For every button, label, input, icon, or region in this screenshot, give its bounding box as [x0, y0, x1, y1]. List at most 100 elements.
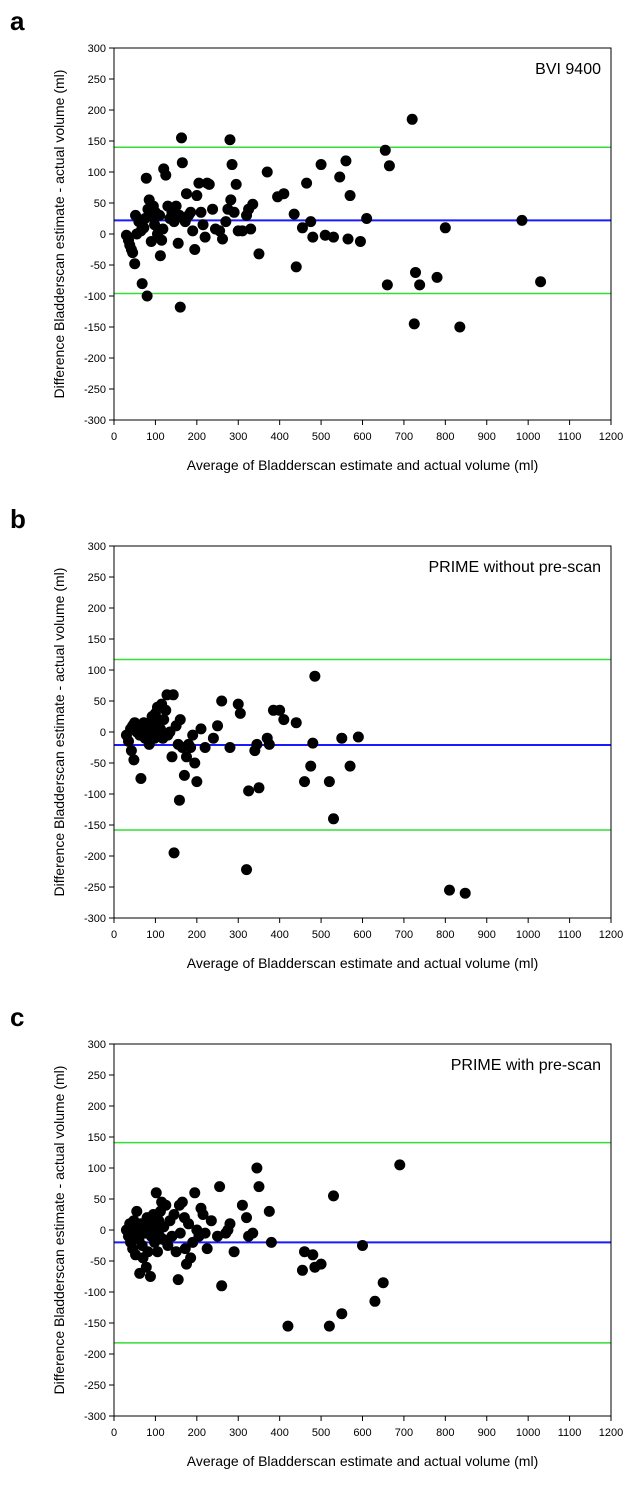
y-tick-label: -250 [84, 1380, 106, 1392]
data-point [195, 206, 207, 218]
data-point [199, 1227, 211, 1239]
data-point [263, 738, 275, 750]
data-point [224, 1218, 236, 1230]
x-tick-label: 0 [111, 431, 117, 443]
data-point [199, 231, 211, 243]
data-point [307, 1249, 319, 1261]
data-point [342, 233, 354, 245]
data-point [241, 1212, 253, 1224]
data-point [307, 231, 319, 243]
x-axis-label: Average of Bladderscan estimate and actu… [187, 457, 538, 473]
x-tick-label: 200 [188, 929, 206, 941]
data-point [217, 233, 229, 245]
data-point [228, 1246, 240, 1258]
x-axis-label: Average of Bladderscan estimate and actu… [187, 955, 538, 971]
data-point [383, 160, 395, 172]
panel-b: b 300 250 200 150 100 50 0 -50 -100 -150 -200 -250 -3… [0, 498, 629, 996]
data-point [224, 134, 236, 146]
data-point [135, 773, 147, 784]
data-point [241, 864, 253, 876]
data-point [299, 1246, 311, 1258]
data-point [516, 214, 528, 226]
y-tick-label: 250 [88, 1070, 106, 1082]
data-point [172, 237, 184, 249]
data-point [319, 229, 331, 241]
x-tick-label: 500 [312, 431, 330, 443]
y-tick-label: -250 [84, 384, 106, 396]
chart-svg: c300250200150100500-50-100-150-200-250-3… [10, 1002, 623, 1469]
x-tick-label: 800 [436, 431, 454, 443]
x-tick-label: 1000 [516, 929, 540, 941]
x-tick-label: 600 [353, 929, 371, 941]
data-point [379, 144, 391, 156]
panel-label: b [10, 504, 26, 534]
y-tick-label: 300 [88, 541, 106, 553]
x-axis-label: Average of Bladderscan estimate and actu… [187, 1453, 538, 1469]
x-tick-label: 1000 [516, 431, 540, 443]
data-point [160, 704, 172, 716]
data-point [381, 279, 393, 291]
data-point [197, 219, 209, 231]
y-tick-label: -300 [84, 1411, 106, 1423]
data-point [224, 742, 236, 753]
y-tick-label: 250 [88, 74, 106, 86]
data-point [408, 318, 420, 330]
y-tick-label: 50 [94, 198, 106, 210]
data-point [199, 742, 211, 753]
data-point [228, 206, 240, 218]
data-point [172, 1274, 184, 1286]
data-point [247, 1227, 259, 1239]
data-point [129, 258, 141, 270]
x-tick-label: 800 [436, 1427, 454, 1439]
plot-frame [113, 1043, 612, 1417]
data-point [160, 1199, 172, 1211]
data-point [144, 1271, 156, 1282]
chart-svg: a300250200150100500-50-100-150-200-250-3… [10, 6, 623, 473]
data-point [263, 1205, 275, 1217]
data-point [216, 695, 228, 707]
y-tick-label: 150 [88, 1132, 106, 1144]
data-point [142, 1246, 154, 1258]
data-point [125, 745, 137, 757]
data-point [220, 216, 232, 228]
data-point [157, 223, 169, 235]
data-point [328, 813, 340, 825]
panel-a: a 300 250 200 150 100 50 0 -50 -100 -150 -200 -250 -3… [0, 0, 629, 498]
data-point [301, 177, 313, 189]
data-point [185, 206, 197, 218]
data-point [414, 279, 426, 291]
y-axis-label: Difference Bladderscan estimate - actual… [51, 70, 67, 399]
data-point [216, 1280, 228, 1292]
x-tick-label: 1100 [558, 431, 582, 443]
data-point [278, 188, 290, 200]
data-point [205, 1215, 217, 1227]
data-point [439, 222, 451, 234]
data-point [230, 178, 242, 190]
data-point [158, 714, 170, 726]
y-tick-label: 150 [88, 136, 106, 148]
y-tick-label: 100 [88, 665, 106, 677]
data-point [122, 735, 134, 747]
x-tick-label: 200 [188, 431, 206, 443]
data-point [253, 248, 265, 260]
y-tick-label: -200 [84, 353, 106, 365]
data-point [191, 190, 203, 202]
x-tick-label: 300 [229, 1427, 247, 1439]
data-point [193, 177, 205, 189]
y-tick-label: -50 [90, 758, 106, 770]
data-point [251, 738, 263, 750]
x-tick-label: 100 [146, 431, 164, 443]
data-point [225, 194, 237, 206]
data-point [191, 776, 203, 788]
data-point [226, 159, 238, 171]
data-point [154, 209, 166, 221]
y-tick-label: 150 [88, 634, 106, 646]
data-point [156, 234, 168, 246]
data-point [431, 271, 443, 283]
data-point [170, 200, 182, 212]
data-point [334, 171, 346, 183]
x-tick-label: 900 [478, 431, 496, 443]
data-point [315, 1258, 327, 1270]
y-tick-label: 200 [88, 603, 106, 615]
data-point [138, 222, 150, 234]
